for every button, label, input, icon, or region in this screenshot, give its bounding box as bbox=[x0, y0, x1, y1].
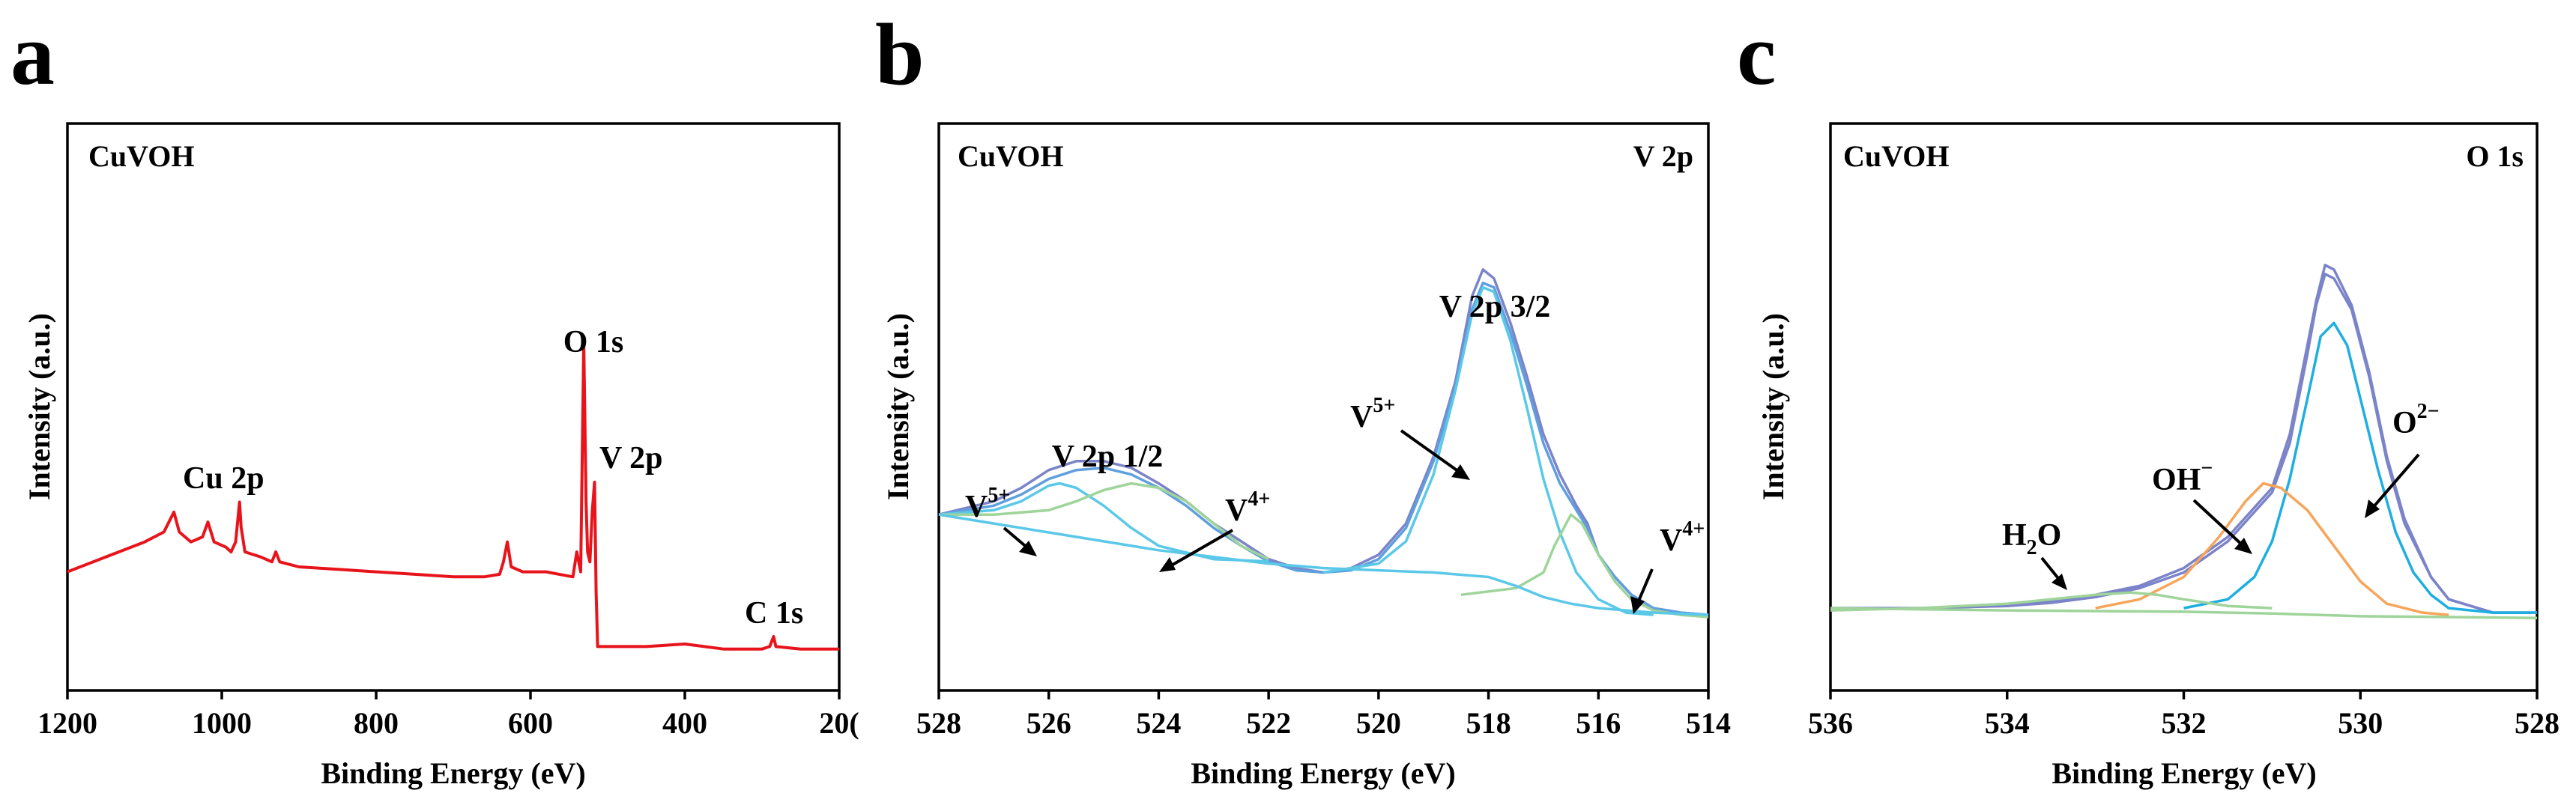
panel-b-x-tick-label: 514 bbox=[1686, 706, 1731, 740]
panel-b-series-v4-2p3-2 bbox=[1460, 513, 1709, 619]
panel-a-annotation-c1s: C 1s bbox=[745, 596, 803, 631]
panel-b-annotation-v2p32: V 2p 3/2 bbox=[1439, 290, 1551, 324]
panel-a-x-ticks: 1200 1000 800 600 400 20( bbox=[37, 690, 859, 740]
panel-a-x-tick-label: 1000 bbox=[192, 706, 252, 740]
panel-c-arrow-oh bbox=[2192, 499, 2252, 554]
panel-c-annotation-oh: OH− bbox=[2152, 457, 2213, 497]
panel-c-series-envelope bbox=[1830, 273, 2537, 614]
panel-c-letter: c bbox=[1737, 5, 1776, 103]
panel-c-series bbox=[1830, 264, 2538, 619]
panel-c-xlabel: Binding Energy (eV) bbox=[2052, 756, 2316, 790]
panel-b-arrow-v5plus-12 bbox=[1003, 526, 1037, 556]
panel-b-annotation-v5plus-12: V5+ bbox=[965, 484, 1010, 524]
panel-b-annotation-v2p12: V 2p 1/2 bbox=[1052, 440, 1164, 474]
panel-c-x-ticks: 536 534 532 530 528 bbox=[1808, 690, 2560, 740]
panel-a-series-survey bbox=[67, 341, 839, 651]
panel-c-x-tick-label: 530 bbox=[2338, 706, 2383, 740]
panel-b-frame bbox=[937, 122, 1710, 692]
panel-a-x-tick-label: 800 bbox=[354, 706, 399, 740]
panel-b-letter: b bbox=[875, 5, 925, 103]
panel-b: b CuVOH V 2p 528 526 524 522 520 518 516 514 Bi… bbox=[875, 5, 1731, 790]
panel-b-x-tick-label: 516 bbox=[1576, 706, 1621, 740]
panel-b-x-tick-label: 526 bbox=[1027, 706, 1071, 740]
panel-b-annotation-v4plus-32: V4+ bbox=[1660, 517, 1705, 558]
panel-c-x-tick-label: 528 bbox=[2515, 706, 2560, 740]
panel-b-series-v5-2p1-2 bbox=[938, 482, 1269, 563]
panel-b-x-tick-label: 520 bbox=[1356, 706, 1401, 740]
panel-c-series-oh bbox=[2095, 482, 2449, 616]
panel-b-series bbox=[938, 268, 1709, 619]
panel-c-x-tick-label: 534 bbox=[1985, 706, 2030, 740]
panel-a-annotation-o1s: O 1s bbox=[563, 325, 624, 359]
panel-b-x-tick-label: 522 bbox=[1246, 706, 1291, 740]
panel-a-annotation-v2p: V 2p bbox=[599, 441, 662, 476]
panel-c-series-o2 bbox=[2183, 321, 2537, 614]
panel-c-series-raw-data bbox=[1830, 264, 2537, 614]
panel-c-arrow-h2o bbox=[2040, 556, 2067, 590]
panel-c-series-h2o bbox=[1830, 591, 2273, 612]
panel-a-xlabel: Binding Energy (eV) bbox=[321, 756, 585, 790]
panel-b-annotation-v4plus-12: V4+ bbox=[1225, 487, 1270, 528]
panel-b-sample-label: CuVOH bbox=[958, 139, 1063, 173]
panel-b-series-v5-2p3-2 bbox=[1323, 286, 1654, 616]
panel-a-x-tick-label: 600 bbox=[508, 706, 553, 740]
panel-c-series-background bbox=[1830, 607, 2538, 619]
panel-a-x-tick-label: 1200 bbox=[37, 706, 97, 740]
panel-a-x-tick-label: 20( bbox=[819, 706, 859, 740]
panel-c-x-tick-label: 536 bbox=[1808, 706, 1853, 740]
panel-c-corner-label: O 1s bbox=[2466, 139, 2524, 173]
panel-c-arrow-o2 bbox=[2365, 453, 2420, 518]
panel-a-annotation-cu2p: Cu 2p bbox=[183, 461, 264, 496]
panel-c-annotation-o2: O2− bbox=[2392, 400, 2440, 440]
panel-a-frame bbox=[66, 122, 841, 692]
panel-b-series-v4-2p1-2 bbox=[939, 482, 1269, 561]
panel-b-arrow-v5plus-32 bbox=[1400, 429, 1470, 480]
panel-c-x-tick-label: 532 bbox=[2162, 706, 2207, 740]
panel-b-xlabel: Binding Energy (eV) bbox=[1191, 756, 1455, 790]
panel-a-series bbox=[67, 341, 839, 651]
panel-a: a CuVOH 1200 1000 800 600 400 20( Binding Ene… bbox=[10, 5, 859, 790]
panel-b-x-ticks: 528 526 524 522 520 518 516 514 bbox=[916, 690, 1731, 740]
panel-b-corner-label: V 2p bbox=[1633, 139, 1693, 173]
panel-b-x-tick-label: 528 bbox=[916, 706, 961, 740]
panel-c-annotation-h2o: H2O bbox=[2002, 518, 2061, 559]
panel-b-ylabel: Intensity (a.u.) bbox=[881, 313, 915, 500]
panel-b-annotation-v5plus-32: V5+ bbox=[1350, 394, 1395, 434]
panel-b-arrow-v4plus-12 bbox=[1159, 529, 1233, 572]
panel-a-letter: a bbox=[10, 5, 55, 103]
panel-a-sample-label: CuVOH bbox=[88, 139, 194, 173]
panel-b-series-envelope bbox=[938, 282, 1709, 616]
panel-c-ylabel: Intensity (a.u.) bbox=[1756, 313, 1790, 500]
panel-a-ylabel: Intensity (a.u.) bbox=[22, 313, 56, 500]
panel-b-arrow-v4plus-32 bbox=[1630, 568, 1654, 614]
panel-c: c CuVOH O 1s 536 534 532 530 528 Binding Ene… bbox=[1737, 5, 2560, 790]
panel-b-x-tick-label: 524 bbox=[1136, 706, 1181, 740]
panel-a-x-tick-label: 400 bbox=[662, 706, 707, 740]
panel-b-x-tick-label: 518 bbox=[1466, 706, 1511, 740]
panel-b-series-background bbox=[938, 513, 1709, 616]
panel-c-sample-label: CuVOH bbox=[1843, 139, 1949, 173]
